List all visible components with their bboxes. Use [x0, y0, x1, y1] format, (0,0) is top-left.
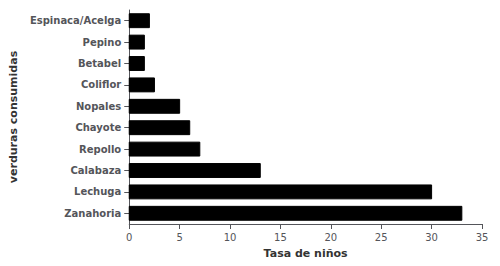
svg-text:Calabaza: Calabaza	[70, 165, 121, 176]
svg-text:25: 25	[375, 232, 388, 243]
svg-text:Tasa de niños: Tasa de niños	[264, 247, 348, 260]
svg-text:10: 10	[224, 232, 237, 243]
svg-text:Nopales: Nopales	[76, 101, 121, 112]
svg-text:Repollo: Repollo	[79, 144, 121, 155]
svg-text:Betabel: Betabel	[78, 58, 121, 69]
svg-text:Espinaca/Acelga: Espinaca/Acelga	[30, 15, 121, 26]
svg-text:Lechuga: Lechuga	[74, 186, 121, 197]
svg-text:verduras consumidas: verduras consumidas	[7, 50, 20, 183]
svg-text:15: 15	[274, 232, 287, 243]
svg-text:Chayote: Chayote	[75, 122, 121, 133]
svg-text:0: 0	[126, 232, 132, 243]
svg-text:Pepino: Pepino	[83, 37, 122, 48]
svg-text:30: 30	[425, 232, 438, 243]
svg-text:Coliflor: Coliflor	[81, 79, 121, 90]
svg-text:35: 35	[476, 232, 489, 243]
svg-text:Zanahoria: Zanahoria	[64, 208, 121, 219]
svg-text:5: 5	[176, 232, 182, 243]
svg-text:20: 20	[324, 232, 337, 243]
